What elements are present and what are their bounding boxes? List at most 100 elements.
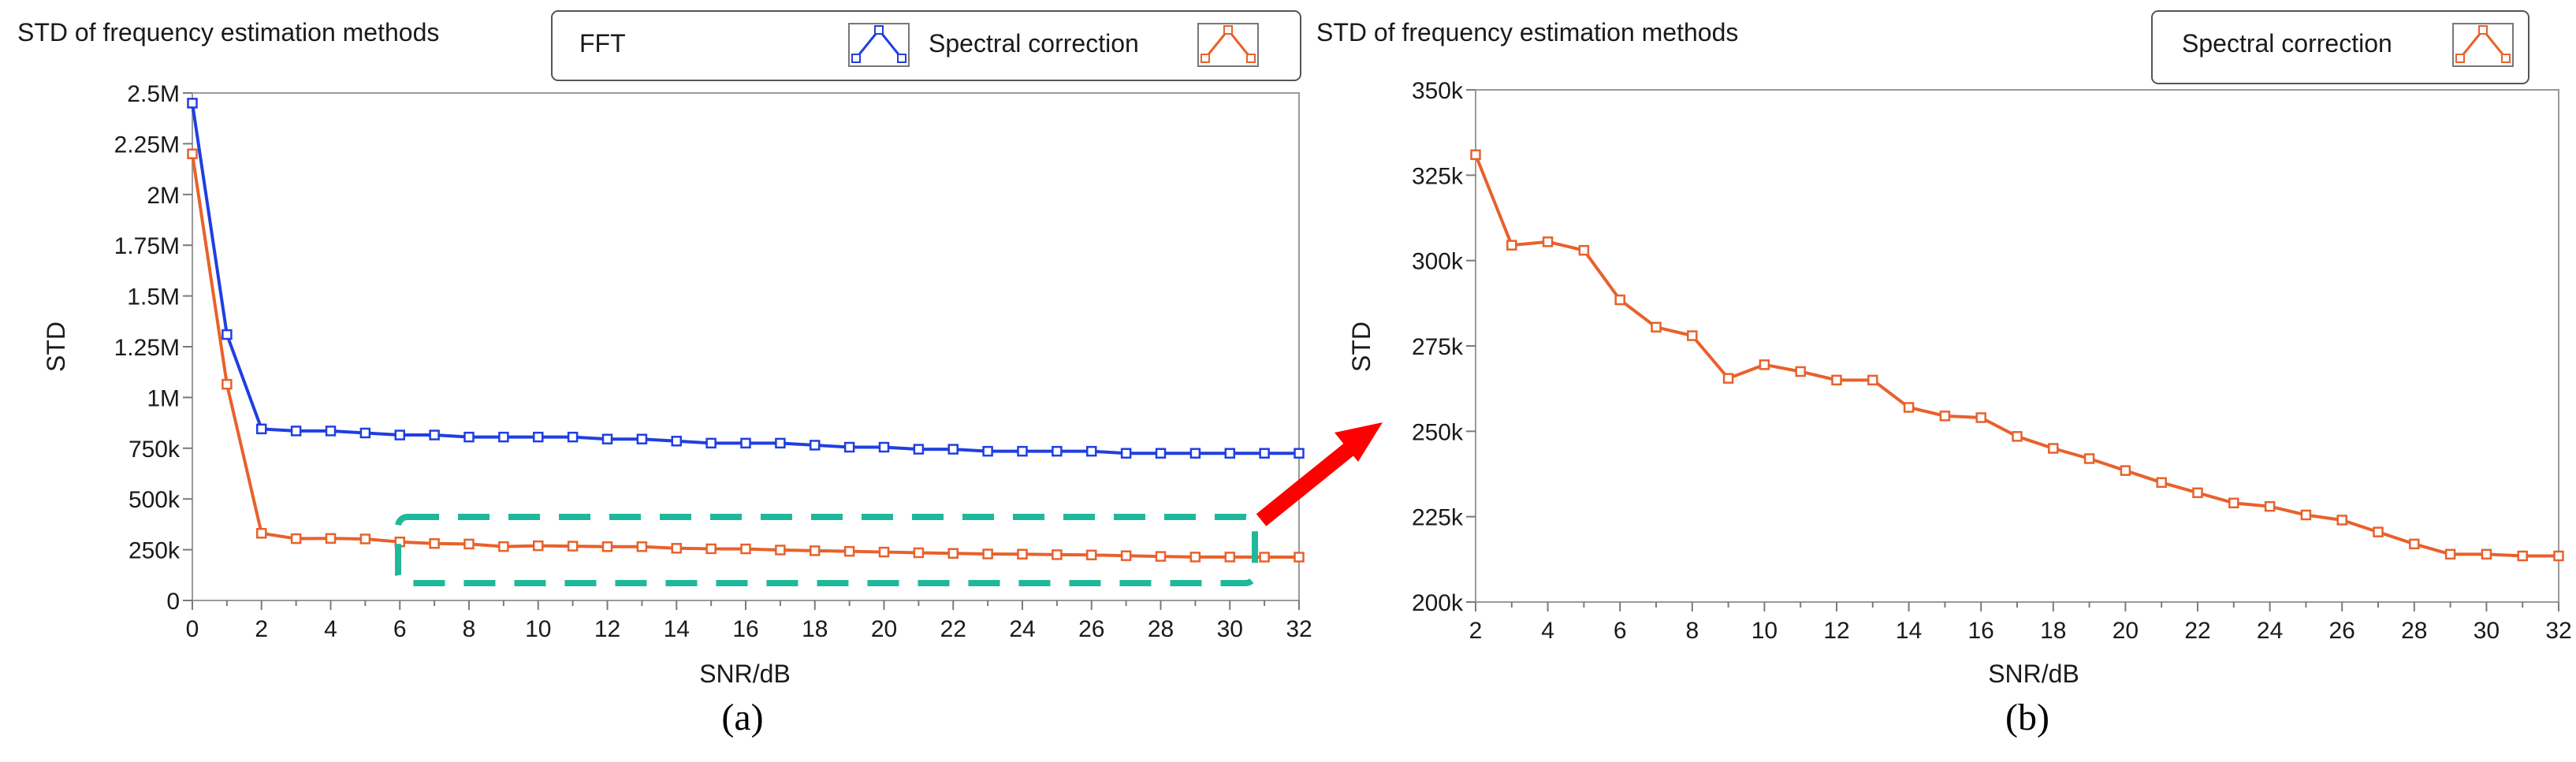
chart-b-series-spectral-point [2083, 453, 2095, 464]
chart-a-y-tick-label: 250k [128, 538, 181, 564]
chart-b-series-spectral-point [2553, 550, 2564, 562]
chart-a-series-spectral-point [947, 548, 959, 559]
chart-a-x-tick-label: 26 [1078, 616, 1104, 642]
chart-a-series-spectral-point [601, 541, 613, 552]
chart-a-series-spectral-point [1259, 552, 1270, 563]
chart-a-series-fft-point [256, 423, 267, 435]
zoom-arrow [1256, 422, 1383, 526]
chart-a-y-tick-label: 750k [128, 437, 181, 463]
chart-b-x-tick-label: 12 [1823, 618, 1849, 644]
zoom-arrow-shaft [1256, 441, 1357, 526]
zoom-arrow-head [1335, 422, 1383, 462]
chart-b-series-spectral-point [1975, 412, 1986, 423]
chart-b-x-axis-label: SNR/dB [1988, 660, 2079, 688]
chart-a-series-fft-point [221, 329, 233, 340]
chart-a-series-fft-point [1052, 445, 1063, 457]
chart-a-series-fft-point [810, 440, 821, 451]
chart-b-y-axis-label: STD [1347, 322, 1375, 372]
chart-a-x-tick-label: 22 [940, 616, 966, 642]
chart-a-series-fft-point [1294, 448, 1305, 459]
chart-a-series-spectral-point [878, 546, 890, 558]
chart-b-x-tick-label: 16 [1968, 618, 1994, 644]
chart-a-series-fft-point [290, 426, 302, 437]
chart-a-series-fft-point [740, 437, 751, 449]
chart-b-series-spectral-point [2409, 538, 2420, 550]
chart-a-series-spectral-point [1052, 549, 1063, 560]
chart-a-legend: FFT Spectral correction [551, 10, 1301, 81]
chart-b-series-spectral-point [2300, 509, 2312, 521]
chart-a-x-tick-label: 28 [1148, 616, 1174, 642]
chart-a-series-fft-point [705, 437, 717, 449]
chart-a-series-fft-point [1120, 448, 1132, 459]
chart-a-series-fft-point [567, 431, 579, 443]
chart-a-plot-frame [192, 92, 1300, 601]
chart-a-series-fft-point [498, 431, 509, 443]
chart-a-y-tick-label: 2.25M [114, 132, 180, 158]
chart-a-series-fft-point [636, 433, 648, 444]
chart-b-series-spectral-point [1470, 149, 1481, 161]
chart-b-x-tick-label: 24 [2257, 618, 2283, 644]
chart-b-y-tick-label: 325k [1412, 163, 1464, 189]
chart-b-series-spectral-point [1651, 322, 1662, 333]
chart-a-x-tick-label: 18 [802, 616, 828, 642]
chart-b-plot-frame [1475, 89, 2559, 603]
chart-a-title: STD of frequency estimation methods [17, 18, 439, 46]
chart-a-series-fft-point [947, 444, 959, 455]
chart-a-legend-label-spectral: Spectral correction [929, 29, 1139, 58]
chart-a-x-tick-label: 2 [255, 616, 268, 642]
chart-b-caption: (b) [2005, 697, 2049, 738]
chart-b-series-spectral-point [1722, 373, 1734, 384]
chart-a-series-fft-point [1259, 448, 1270, 459]
chart-b-series-spectral-point [2156, 477, 2167, 489]
chart-a-y-tick-label: 2.5M [127, 81, 180, 107]
chart-a-series-fft-point [1155, 448, 1167, 459]
highlight-dashed-box [395, 514, 1258, 586]
chart-a-x-tick-label: 12 [594, 616, 620, 642]
chart-a-y-axis-label: STD [42, 322, 70, 372]
chart-a-series-fft-point [1086, 445, 1097, 457]
chart-b-x-tick-label: 8 [1685, 618, 1699, 644]
chart-a-legend-swatch-spectral [1197, 23, 1259, 67]
chart-a-series-spectral-point [429, 537, 440, 549]
chart-a-series-fft-point [913, 444, 925, 455]
chart-b-y-tick-label: 250k [1412, 419, 1464, 445]
chart-b-x-tick-label: 32 [2545, 618, 2571, 644]
chart-b-x-tick-label: 30 [2474, 618, 2500, 644]
chart-a-series-spectral-point [463, 538, 475, 550]
chart-b-series-spectral-point [2481, 548, 2492, 560]
chart-a-series-fft-point [359, 427, 371, 439]
chart-a-series-fft-point [463, 431, 475, 443]
chart-a-plot-area: 0 250k 500k 750k 1M 1.25M 1.5M 1.75M 2M 2.25M 2.5M… [114, 81, 1312, 642]
chart-b-x-tick-label: 10 [1751, 618, 1778, 644]
chart-a-series-spectral-point [221, 378, 233, 390]
chart-b-series-spectral-point [2120, 465, 2131, 476]
chart-a-legend-label-fft: FFT [579, 29, 626, 58]
chart-a-y-tick-label: 2M [147, 183, 180, 209]
chart-a-x-axis-label: SNR/dB [699, 660, 791, 688]
chart-a-series-spectral-point [1224, 552, 1235, 563]
chart-a-series-fft-point [1224, 448, 1235, 459]
chart-a-series-spectral-point [843, 545, 855, 557]
chart-b-series-spectral-point [2373, 526, 2384, 537]
chart-b-y-tick-label: 300k [1412, 249, 1464, 275]
chart-a-series-fft-point [843, 441, 855, 453]
chart-a-series-spectral-point [325, 533, 337, 545]
chart-a-series-fft-point [775, 437, 786, 449]
chart-a-x-tick-label: 16 [732, 616, 758, 642]
chart-b-series-spectral-point [2336, 515, 2347, 526]
chart-a-series-fft-point [671, 436, 682, 447]
chart-a-series-fft-point [187, 98, 198, 109]
chart-a-series-fft-point [1017, 445, 1028, 457]
chart-a-series-spectral-point [1120, 550, 1132, 561]
chart-a-x-tick-label: 4 [324, 616, 337, 642]
chart-a-series-spectral-point [810, 545, 821, 556]
chart-a-series-fft-point [394, 429, 405, 440]
chart-b-series-spectral-point [1903, 402, 1915, 413]
chart-a-x-tick-label: 8 [463, 616, 476, 642]
chart-a-series-spectral-point [290, 533, 302, 545]
chart-b-x-tick-label: 20 [2113, 618, 2139, 644]
chart-b-y-tick-label: 200k [1412, 590, 1464, 616]
chart-a-x-tick-label: 30 [1217, 616, 1243, 642]
chart-b-series-spectral-point [1939, 411, 1951, 422]
